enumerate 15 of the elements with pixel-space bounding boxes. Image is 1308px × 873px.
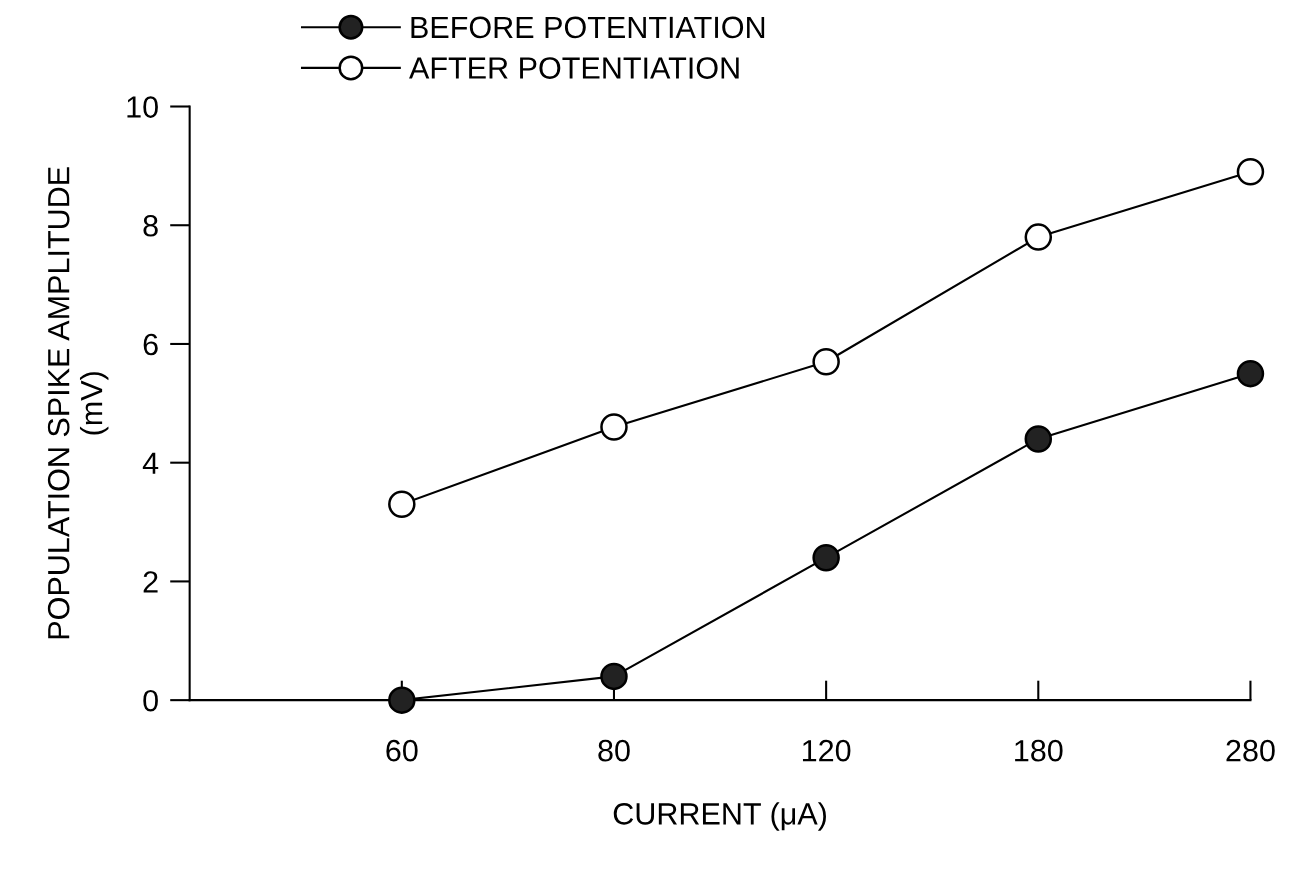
y-tick-label: 6 xyxy=(143,333,158,356)
y-tick-label: 4 xyxy=(142,452,159,474)
x-tick-label: 60 xyxy=(386,739,418,762)
legend-label: AFTER POTENTIATION xyxy=(409,57,739,79)
x-tick-label: 80 xyxy=(598,739,630,762)
x-tick-label: 120 xyxy=(802,739,851,762)
legend-label: BEFORE POTENTIATION xyxy=(411,16,765,39)
x-axis-title: CURRENT (μA) xyxy=(613,802,826,831)
x-tick-label: 280 xyxy=(1226,739,1275,762)
y-tick-label: 2 xyxy=(143,571,158,593)
x-tick-label: 180 xyxy=(1015,739,1063,762)
y-tick-label: 8 xyxy=(143,214,158,237)
y-tick-label: 10 xyxy=(127,96,158,118)
y-axis-title: POPULATION SPIKE AMPLITUDE (mV) xyxy=(47,167,109,639)
y-tick-label: 0 xyxy=(143,689,158,712)
